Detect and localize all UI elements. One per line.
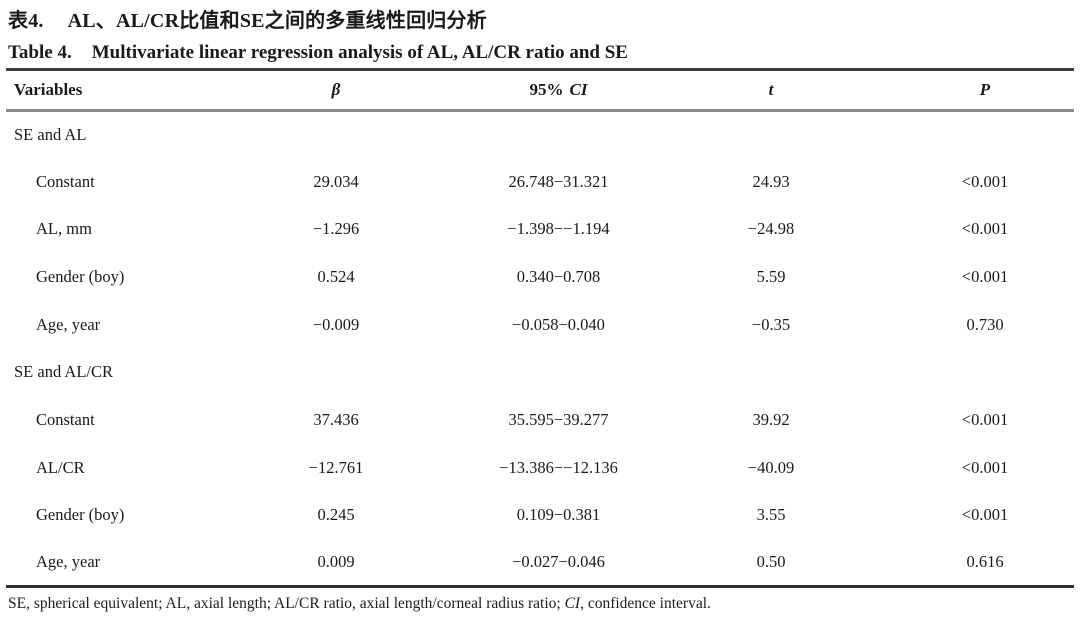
table-top-rule xyxy=(6,68,1074,71)
table-number-en: Table 4. xyxy=(8,42,72,63)
regression-table: Variables β 95% CI t P SE and AL Constant… xyxy=(6,71,1074,589)
header-row: Variables β 95% CI t P xyxy=(6,71,1074,112)
cell-t: −0.35 xyxy=(751,314,791,334)
cell-ci: −1.398−−1.194 xyxy=(507,219,610,239)
cell-variable: AL, mm xyxy=(36,219,92,239)
col-header-variables: Variables xyxy=(6,71,246,112)
col-header-p: P xyxy=(851,71,1074,112)
cell-variable: Constant xyxy=(36,409,95,429)
table-body: SE and AL Constant 29.034 26.748−31.321 … xyxy=(6,110,1074,589)
cell-variable: Constant xyxy=(36,171,95,191)
footnote-text: SE, spherical equivalent; AL, axial leng… xyxy=(8,595,565,613)
col-header-beta: β xyxy=(246,71,426,112)
cell-variable: Age, year xyxy=(6,539,246,589)
cell-beta: −1.296 xyxy=(312,219,360,239)
cell-ci: 35.595−39.277 xyxy=(508,409,609,429)
table-row: AL, mm −1.296 −1.398−−1.194 −24.98 <0.00… xyxy=(6,205,1074,253)
cell-p: 0.730 xyxy=(966,314,1004,334)
cell-beta: −12.761 xyxy=(308,457,364,477)
table-footnote: SE, spherical equivalent; AL, axial leng… xyxy=(6,593,1074,614)
cell-beta: 0.009 xyxy=(246,539,426,589)
cell-variable: AL/CR xyxy=(36,457,85,477)
cell-t: 3.55 xyxy=(756,505,786,525)
cell-ci: −0.027−0.046 xyxy=(426,539,691,589)
cell-beta: 0.524 xyxy=(317,266,355,286)
cell-p: <0.001 xyxy=(961,409,1009,429)
cell-p: <0.001 xyxy=(961,171,1009,191)
cell-ci: −13.386−−12.136 xyxy=(499,457,618,477)
cell-p: <0.001 xyxy=(961,266,1009,286)
table-row: Gender (boy) 0.524 0.340−0.708 5.59 <0.0… xyxy=(6,253,1074,301)
footnote-text-suffix: , confidence interval. xyxy=(580,595,711,613)
ci-header-italic: CI xyxy=(569,79,588,99)
cell-p: <0.001 xyxy=(961,457,1009,477)
cell-t: 0.50 xyxy=(691,539,851,589)
section-label: SE and AL xyxy=(14,124,87,144)
cell-variable: Age, year xyxy=(36,314,101,334)
cell-t: 24.93 xyxy=(752,171,790,191)
table-header: Variables β 95% CI t P xyxy=(6,71,1074,112)
table-title-zh: 表4. AL、AL/CR比值和SE之间的多重线性回归分析 xyxy=(6,8,1074,34)
cell-ci: 26.748−31.321 xyxy=(508,171,609,191)
section-row: SE and AL xyxy=(6,110,1074,158)
footnote-ci-italic: CI xyxy=(564,595,581,613)
cell-p: <0.001 xyxy=(961,219,1009,239)
cell-p: 0.616 xyxy=(851,539,1074,589)
table-row: AL/CR −12.761 −13.386−−12.136 −40.09 <0.… xyxy=(6,444,1074,492)
cell-ci: 0.340−0.708 xyxy=(516,266,601,286)
table-number-zh: 表4. xyxy=(8,10,44,32)
table-row: Age, year 0.009 −0.027−0.046 0.50 0.616 xyxy=(6,539,1074,589)
section-row: SE and AL/CR xyxy=(6,348,1074,396)
section-label: SE and AL/CR xyxy=(14,362,114,382)
cell-ci: −0.058−0.040 xyxy=(512,314,605,334)
cell-t: 5.59 xyxy=(756,266,786,286)
cell-p: <0.001 xyxy=(961,505,1009,525)
cell-t: −40.09 xyxy=(747,457,795,477)
cell-beta: 0.245 xyxy=(317,505,355,525)
cell-t: 39.92 xyxy=(752,409,790,429)
table-row: Constant 37.436 35.595−39.277 39.92 <0.0… xyxy=(6,396,1074,444)
table-row: Gender (boy) 0.245 0.109−0.381 3.55 <0.0… xyxy=(6,492,1074,540)
cell-t: −24.98 xyxy=(747,219,795,239)
table-title-zh-text: AL、AL/CR比值和SE之间的多重线性回归分析 xyxy=(67,10,487,32)
col-header-ci: 95% CI xyxy=(426,71,691,112)
col-header-t: t xyxy=(691,71,851,112)
cell-beta: −0.009 xyxy=(312,314,360,334)
table-title-en-text: Multivariate linear regression analysis … xyxy=(91,42,628,63)
table-row: Age, year −0.009 −0.058−0.040 −0.35 0.73… xyxy=(6,301,1074,349)
cell-beta: 37.436 xyxy=(313,409,359,429)
cell-beta: 29.034 xyxy=(313,171,359,191)
cell-ci: 0.109−0.381 xyxy=(516,505,601,525)
ci-header-prefix: 95% xyxy=(529,79,564,99)
cell-variable: Gender (boy) xyxy=(36,505,125,525)
cell-variable: Gender (boy) xyxy=(36,266,125,286)
table-row: Constant 29.034 26.748−31.321 24.93 <0.0… xyxy=(6,158,1074,206)
table-title-en: Table 4. Multivariate linear regression a… xyxy=(6,40,1074,66)
